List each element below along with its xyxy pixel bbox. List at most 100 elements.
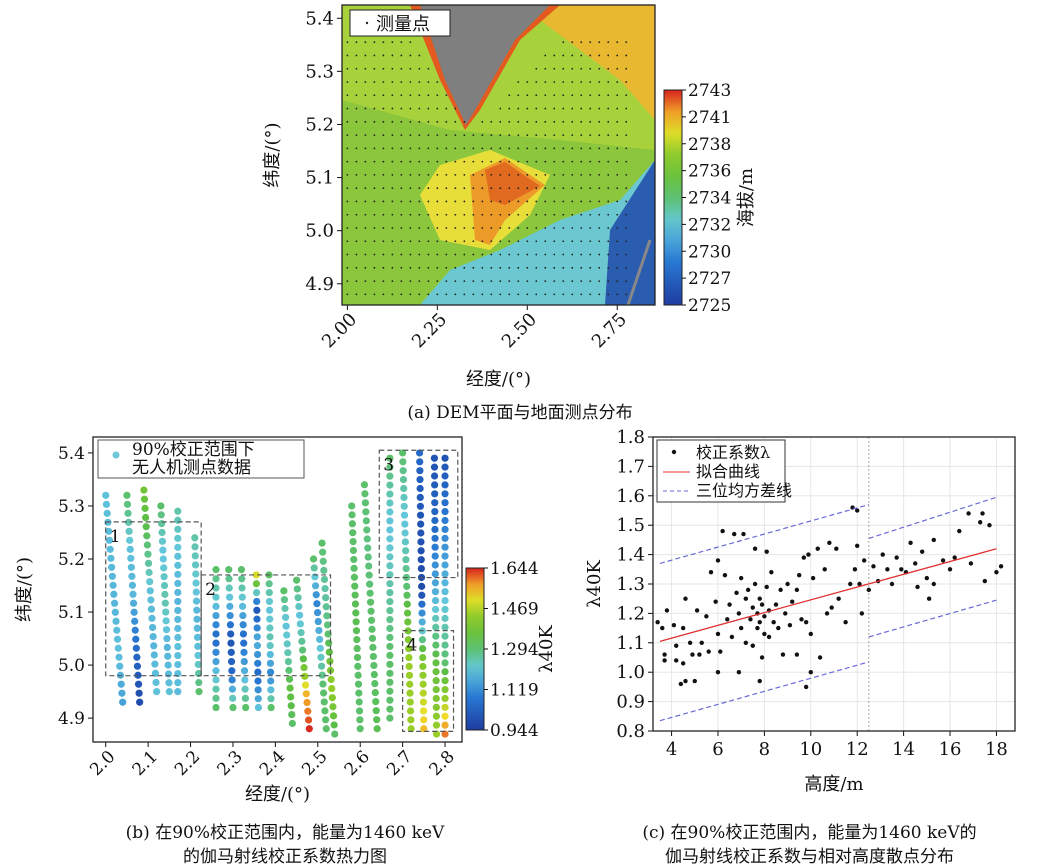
- x-tick-label: 2.6: [341, 747, 374, 780]
- y-tick-label: 1.0: [616, 662, 645, 683]
- survey-point: [598, 54, 601, 57]
- survey-point: [445, 107, 448, 110]
- survey-point: [391, 94, 394, 97]
- drone-point: [432, 730, 441, 738]
- drone-point: [417, 520, 425, 528]
- survey-point: [436, 81, 439, 83]
- survey-point: [427, 107, 430, 110]
- drone-point: [160, 573, 168, 581]
- survey-point: [454, 240, 457, 243]
- drone-point: [348, 520, 357, 528]
- survey-point: [553, 54, 556, 57]
- survey-point: [562, 120, 565, 123]
- survey-point: [544, 240, 547, 243]
- survey-point: [364, 67, 367, 70]
- x-tick-label: 2.50: [498, 309, 541, 352]
- drone-point: [103, 509, 111, 517]
- survey-point: [562, 54, 565, 57]
- data-point: [859, 611, 865, 616]
- survey-point: [517, 227, 520, 229]
- drone-point: [266, 650, 274, 659]
- drone-point: [193, 624, 201, 632]
- survey-point: [571, 266, 574, 269]
- data-point: [871, 564, 876, 569]
- legend-label: 校正系数λ: [696, 443, 770, 462]
- drone-point: [362, 517, 370, 525]
- survey-point: [490, 280, 493, 283]
- survey-point: [490, 213, 493, 216]
- drone-point: [365, 571, 373, 579]
- drone-point: [399, 458, 407, 466]
- sigma-band-line: [659, 661, 869, 722]
- drone-point: [298, 646, 307, 654]
- survey-point: [436, 160, 439, 163]
- drone-point: [212, 602, 220, 610]
- data-point: [803, 684, 809, 690]
- drone-point: [319, 689, 328, 697]
- survey-point: [589, 147, 592, 150]
- data-point: [743, 640, 749, 645]
- drone-point: [174, 507, 182, 515]
- survey-point: [346, 227, 349, 229]
- survey-point: [373, 134, 376, 136]
- drone-point: [366, 580, 374, 588]
- drone-point: [309, 555, 318, 563]
- drone-point: [113, 626, 121, 634]
- data-point: [861, 558, 867, 563]
- drone-point: [349, 529, 357, 537]
- survey-point: [490, 174, 493, 176]
- survey-point: [589, 187, 592, 190]
- drone-point: [386, 615, 394, 624]
- drone-point: [386, 714, 394, 722]
- drone-point: [399, 476, 408, 484]
- drone-point: [327, 675, 335, 684]
- drone-point: [322, 716, 330, 724]
- data-point: [947, 567, 953, 572]
- data-point: [885, 567, 890, 572]
- survey-point: [508, 134, 511, 136]
- survey-point: [355, 67, 358, 70]
- drone-point: [303, 698, 311, 707]
- drone-point: [405, 645, 413, 653]
- survey-point: [373, 266, 376, 269]
- drone-point: [225, 566, 233, 574]
- survey-point: [373, 280, 376, 283]
- survey-point: [607, 174, 610, 176]
- drone-point: [253, 597, 261, 606]
- survey-point: [526, 253, 529, 256]
- drone-point: [227, 657, 236, 666]
- drone-point: [147, 596, 155, 604]
- legend-marker: [112, 451, 120, 459]
- data-point: [690, 652, 695, 657]
- survey-point: [517, 293, 520, 296]
- survey-point: [553, 134, 556, 136]
- legend-label: 拟合曲线: [696, 462, 760, 481]
- survey-point: [580, 147, 583, 150]
- survey-point: [400, 54, 403, 57]
- colorbar-tick-label: 1.644: [490, 559, 539, 579]
- colorbar-tick-label: 2736: [688, 162, 731, 182]
- drone-point: [355, 707, 364, 715]
- drone-point: [295, 602, 303, 611]
- drone-point: [355, 698, 363, 706]
- data-point: [734, 590, 739, 596]
- drone-point: [141, 504, 149, 512]
- drone-point: [212, 694, 220, 702]
- survey-point: [553, 67, 556, 70]
- drone-point: [132, 644, 140, 652]
- drone-point: [441, 650, 449, 658]
- drone-point: [416, 467, 424, 475]
- drone-point: [116, 662, 124, 670]
- x-tick-label: 18: [985, 739, 1008, 760]
- survey-point: [499, 280, 502, 283]
- drone-point: [304, 716, 313, 724]
- x-tick-label: 2.0: [86, 747, 119, 780]
- survey-point: [580, 253, 583, 256]
- drone-point: [386, 580, 394, 588]
- drone-point: [266, 642, 274, 650]
- survey-point: [364, 200, 367, 203]
- drone-point: [431, 605, 440, 614]
- drone-point: [320, 575, 329, 584]
- survey-point: [616, 107, 619, 110]
